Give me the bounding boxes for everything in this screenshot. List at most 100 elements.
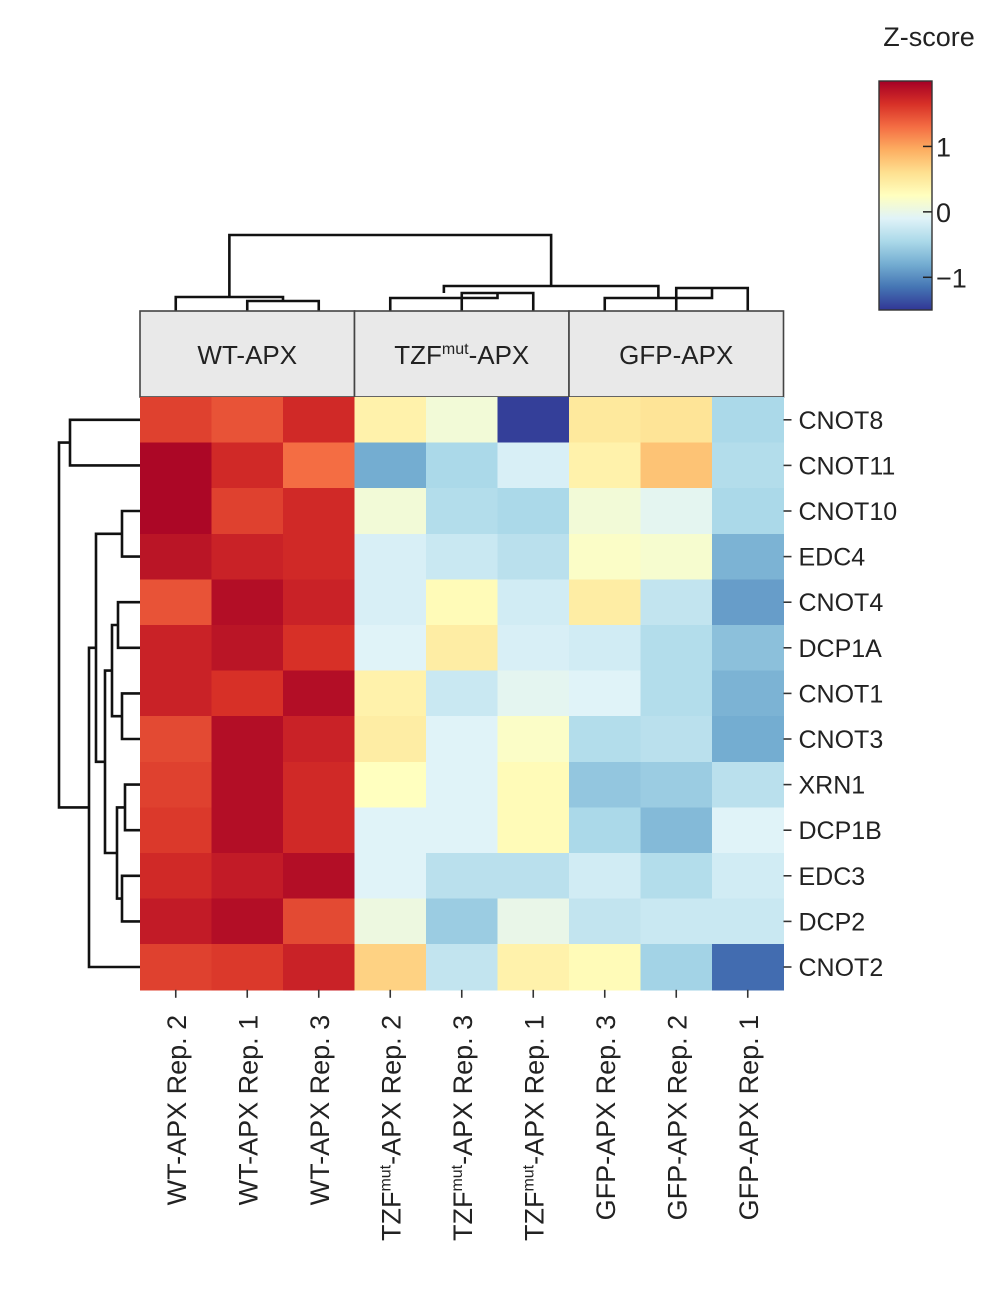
heatmap-cell xyxy=(140,898,213,945)
colorbar: Z-score 1 0 −1 xyxy=(878,22,975,311)
heatmap-cell xyxy=(283,761,356,808)
heatmap-cell xyxy=(426,533,499,580)
heatmap-cell xyxy=(497,397,570,444)
heatmap-cell xyxy=(712,442,785,489)
heatmap-cell xyxy=(640,625,713,672)
colorbar-title: Z-score xyxy=(883,22,975,52)
column-label: GFP-APX Rep. 2 xyxy=(662,1015,692,1221)
heatmap-cell xyxy=(497,716,570,763)
heatmap-cell xyxy=(497,625,570,672)
heatmap-cell xyxy=(354,898,427,945)
heatmap-cell xyxy=(712,579,785,626)
heatmap-cell xyxy=(354,533,427,580)
heatmap-cell xyxy=(569,898,642,945)
heatmap-cell xyxy=(354,670,427,717)
heatmap-cell xyxy=(283,898,356,945)
heatmap-cell xyxy=(354,807,427,854)
group-header-box xyxy=(568,310,785,398)
dendrogram-link xyxy=(120,509,140,558)
heatmap-cell xyxy=(569,442,642,489)
heatmap-cell xyxy=(426,898,499,945)
row-label: DCP1A xyxy=(799,635,883,663)
heatmap-cell xyxy=(497,533,570,580)
dendrogram-link xyxy=(120,874,140,923)
heatmap-cell xyxy=(426,944,499,991)
heatmap-cell xyxy=(211,625,284,672)
heatmap-cell xyxy=(712,716,785,763)
column-label: WT-APX Rep. 3 xyxy=(305,1015,335,1206)
column-label: WT-APX Rep. 1 xyxy=(233,1015,263,1206)
heatmap-cell xyxy=(354,579,427,626)
heatmap-cell xyxy=(354,761,427,808)
group-header-bar: WT-APX TZFmut-APX GFP-APX xyxy=(139,310,785,398)
heatmap-cell xyxy=(569,853,642,900)
heatmap-cell xyxy=(569,716,642,763)
row-label: CNOT4 xyxy=(799,589,884,617)
heatmap-cell xyxy=(569,670,642,717)
heatmap-cell xyxy=(140,716,213,763)
heatmap-cell xyxy=(354,853,427,900)
heatmap-cell xyxy=(497,898,570,945)
column-label: WT-APX Rep. 2 xyxy=(162,1015,192,1206)
dendrogram-link xyxy=(116,600,140,650)
colorbar-tick-label: 0 xyxy=(936,198,951,228)
column-dendrogram xyxy=(174,233,750,311)
heatmap-cell xyxy=(712,898,785,945)
heatmap-cell xyxy=(640,716,713,763)
heatmap-cell xyxy=(640,579,713,626)
heatmap-cell xyxy=(211,442,284,489)
row-labels: CNOT8 CNOT11 CNOT10 EDC4 CNOT4 DCP1A CNOT1 CNOT… xyxy=(783,407,897,982)
row-label: DCP1B xyxy=(799,817,882,845)
column-label: TZFmut-APX Rep. 3 xyxy=(448,1015,478,1241)
column-label: TZFmut-APX Rep. 2 xyxy=(376,1015,406,1241)
heatmap-cell xyxy=(211,944,284,991)
row-label: DCP2 xyxy=(799,908,866,936)
heatmap-cell xyxy=(497,670,570,717)
heatmap-cell xyxy=(712,807,785,854)
heatmap-cell xyxy=(569,488,642,535)
heatmap-cell xyxy=(712,761,785,808)
heatmap-cell xyxy=(211,488,284,535)
heatmap-cell xyxy=(569,944,642,991)
heatmap-cell xyxy=(712,944,785,991)
heatmap-cell xyxy=(283,670,356,717)
heatmap-cell xyxy=(283,944,356,991)
heatmap-cell xyxy=(140,807,213,854)
heatmap-cell xyxy=(426,625,499,672)
heatmap-cell xyxy=(497,761,570,808)
heatmap-cell xyxy=(354,442,427,489)
row-label: CNOT1 xyxy=(799,680,884,708)
heatmap-cell xyxy=(354,944,427,991)
heatmap-cell xyxy=(211,853,284,900)
group-header-label: TZFmut-APX xyxy=(394,340,529,370)
heatmap-cell xyxy=(283,579,356,626)
heatmap-cell xyxy=(354,397,427,444)
heatmap-cell xyxy=(497,853,570,900)
heatmap-cell xyxy=(712,625,785,672)
heatmap-cell xyxy=(426,488,499,535)
heatmap-cell xyxy=(283,716,356,763)
heatmap-cell xyxy=(497,442,570,489)
heatmap-cell xyxy=(569,625,642,672)
dendrogram-link xyxy=(174,295,285,311)
dendrogram-link xyxy=(228,233,553,297)
dendrogram-link xyxy=(68,418,140,467)
heatmap-cell xyxy=(211,533,284,580)
heatmap-cell xyxy=(140,761,213,808)
dendrogram-link xyxy=(123,783,140,832)
heatmap-cell xyxy=(640,442,713,489)
heatmap-cell xyxy=(426,442,499,489)
group-header-label: GFP-APX xyxy=(619,340,733,370)
column-labels: WT-APX Rep. 2 WT-APX Rep. 1 WT-APX Rep. 3 T… xyxy=(162,989,764,1241)
heatmap-cell xyxy=(569,807,642,854)
row-dendrogram xyxy=(57,418,140,969)
heatmap-cell xyxy=(140,853,213,900)
heatmap-cell xyxy=(426,807,499,854)
heatmap-cell xyxy=(283,397,356,444)
dendrogram-link xyxy=(120,692,140,741)
heatmap-cell xyxy=(569,397,642,444)
heatmap-cell xyxy=(140,625,213,672)
heatmap-cell xyxy=(140,579,213,626)
dendrogram-link xyxy=(57,441,89,809)
